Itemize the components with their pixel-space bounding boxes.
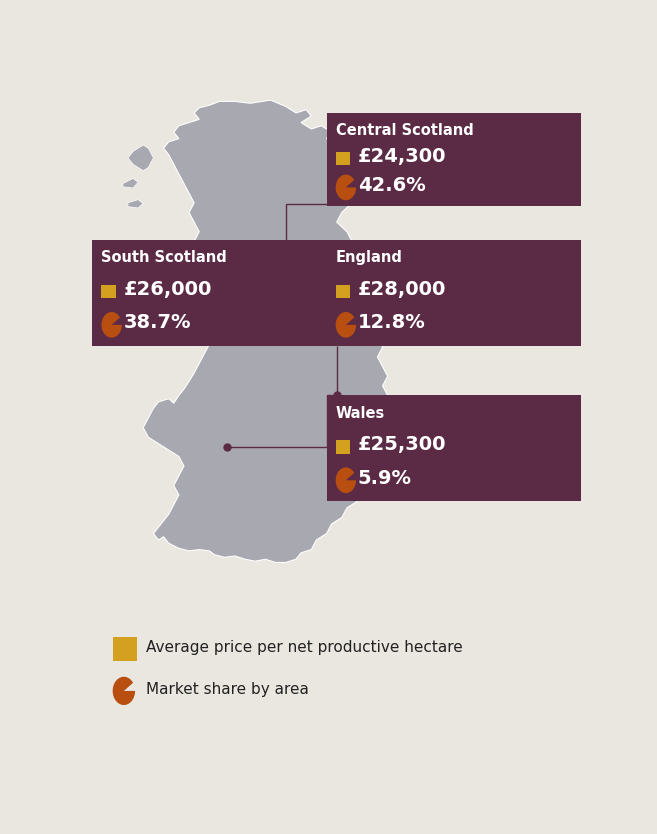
Bar (92, 240, 332, 346)
Text: £26,000: £26,000 (124, 280, 212, 299)
Polygon shape (92, 283, 138, 325)
Bar (327, 113, 581, 206)
Text: 5.9%: 5.9% (357, 469, 411, 488)
Bar (101, 285, 116, 299)
Text: South Scotland: South Scotland (101, 250, 227, 265)
Polygon shape (143, 312, 388, 562)
Text: 42.6%: 42.6% (357, 176, 425, 195)
Polygon shape (210, 93, 225, 98)
Text: England: England (336, 250, 403, 265)
Polygon shape (128, 199, 143, 208)
Text: Average price per net productive hectare: Average price per net productive hectare (147, 641, 463, 656)
Wedge shape (101, 312, 122, 338)
Bar (327, 240, 581, 346)
Bar (336, 152, 350, 165)
Polygon shape (123, 178, 138, 188)
Text: Market share by area: Market share by area (147, 682, 309, 697)
Bar (336, 285, 350, 299)
Text: 38.7%: 38.7% (124, 314, 191, 333)
Text: £24,300: £24,300 (357, 147, 446, 165)
Polygon shape (128, 145, 154, 171)
Text: Wales: Wales (336, 406, 385, 421)
Polygon shape (240, 88, 260, 95)
Text: 12.8%: 12.8% (357, 314, 425, 333)
Wedge shape (336, 467, 356, 493)
Bar (336, 440, 350, 454)
Text: £28,000: £28,000 (357, 280, 446, 299)
Text: £25,300: £25,300 (357, 435, 446, 455)
Polygon shape (164, 100, 367, 315)
Bar (327, 395, 581, 501)
Bar (113, 637, 137, 661)
Wedge shape (336, 174, 356, 200)
Wedge shape (113, 676, 135, 705)
Text: Central Scotland: Central Scotland (336, 123, 474, 138)
Wedge shape (336, 312, 356, 338)
